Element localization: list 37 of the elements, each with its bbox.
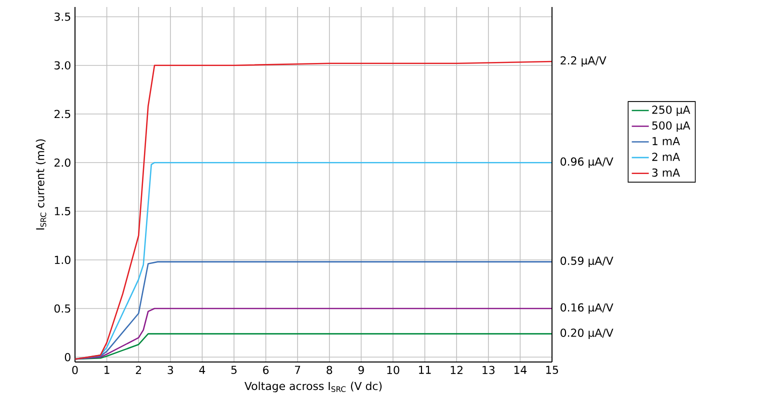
x-tick-label: 12 xyxy=(450,366,462,374)
x-tick-label: 5 xyxy=(231,366,237,374)
x-tick-label: 6 xyxy=(263,366,269,374)
y-tick-label: 1.0 xyxy=(54,256,70,264)
line-series xyxy=(74,60,553,360)
text: 0.96 µA/V xyxy=(560,157,614,168)
legend-label: 500 µA xyxy=(652,121,690,132)
x-tick-label: 13 xyxy=(482,366,494,374)
y-tick-label: 1.5 xyxy=(54,207,70,216)
y-tick-label: 3.5 xyxy=(54,12,70,21)
x-tick-label: 15 xyxy=(546,366,558,374)
x-tick-label: 10 xyxy=(387,366,400,374)
x-tick-label: 9 xyxy=(358,366,364,374)
y-tick-label: 3.0 xyxy=(54,61,70,70)
y-tick-label: 0.5 xyxy=(54,304,70,313)
text: 0.20 µA/V xyxy=(560,328,614,339)
legend-label: 1 mA xyxy=(652,137,680,146)
x-axis-title: Voltage across I$_{SRC}$ (V dc) xyxy=(244,382,382,392)
y-tick-label: 2.0 xyxy=(54,158,70,167)
y-tick-label: 0 xyxy=(64,353,70,362)
y-axis-title: I$_{SRC}$ current (mA) xyxy=(36,139,46,230)
x-tick-label: 7 xyxy=(295,366,300,374)
x-tick-label: 14 xyxy=(514,366,527,374)
x-tick-label: 0 xyxy=(72,366,78,374)
legend-label: 2 mA xyxy=(652,152,680,161)
x-tick-label: 1 xyxy=(104,366,110,374)
legend-label: 250 µA xyxy=(652,106,690,116)
x-tick-label: 11 xyxy=(419,366,431,374)
y-tick-label: 2.5 xyxy=(54,110,70,118)
text: 0.16 µA/V xyxy=(560,303,614,314)
text: 0.59 µA/V xyxy=(560,256,614,268)
x-tick-label: 4 xyxy=(199,366,206,374)
x-tick-label: 8 xyxy=(326,366,332,374)
text: 2.2 µA/V xyxy=(560,56,606,67)
x-tick-label: 3 xyxy=(168,366,174,374)
x-tick-label: 2 xyxy=(136,366,141,374)
legend-label: 3 mA xyxy=(652,168,680,177)
